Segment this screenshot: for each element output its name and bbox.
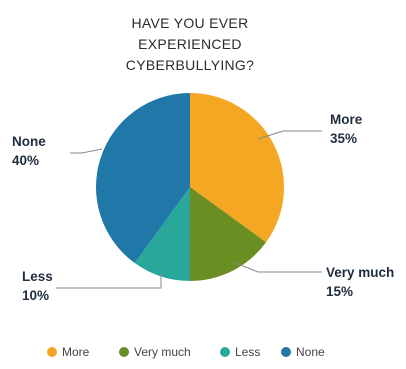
legend-swatch-very-much: [119, 347, 129, 357]
leader-line-very-much: [235, 262, 322, 273]
legend-label-very-much: Very much: [134, 345, 191, 359]
leader-line-none: [70, 148, 103, 154]
slice-label-more: More: [330, 112, 363, 127]
pie-slice-more: [190, 93, 285, 243]
slice-percent-less: 10%: [22, 288, 49, 303]
pie-slice-less: [134, 187, 190, 281]
pie-slice-very-much: [190, 187, 267, 281]
slice-label-very-much: Very much: [326, 265, 394, 280]
legend-label-none: None: [296, 345, 325, 359]
slice-label-less: Less: [22, 269, 53, 284]
slice-percent-more: 35%: [330, 131, 357, 146]
leader-line-more: [257, 130, 322, 140]
chart-title-line-1: HAVE YOU EVER: [132, 15, 249, 31]
leader-line-less: [56, 273, 162, 289]
chart-title: HAVE YOU EVER EXPERIENCED CYBERBULLYING?: [126, 15, 254, 73]
slice-percent-none: 40%: [12, 153, 39, 168]
pie-slice-none: [95, 93, 190, 264]
slice-percent-very-much: 15%: [326, 284, 353, 299]
legend-swatch-more: [47, 347, 57, 357]
legend-label-less: Less: [235, 345, 260, 359]
legend-swatch-none: [281, 347, 291, 357]
slice-label-none: None: [12, 134, 46, 149]
leader-lines: [56, 130, 322, 289]
pie-slices: [95, 93, 285, 281]
legend-swatch-less: [220, 347, 230, 357]
legend: More Very much Less None: [47, 345, 325, 359]
chart-title-line-2: EXPERIENCED: [138, 36, 242, 52]
slice-labels: More 35% Very much 15% Less 10% None 40%: [12, 112, 394, 303]
chart-title-line-3: CYBERBULLYING?: [126, 57, 254, 73]
legend-label-more: More: [62, 345, 90, 359]
